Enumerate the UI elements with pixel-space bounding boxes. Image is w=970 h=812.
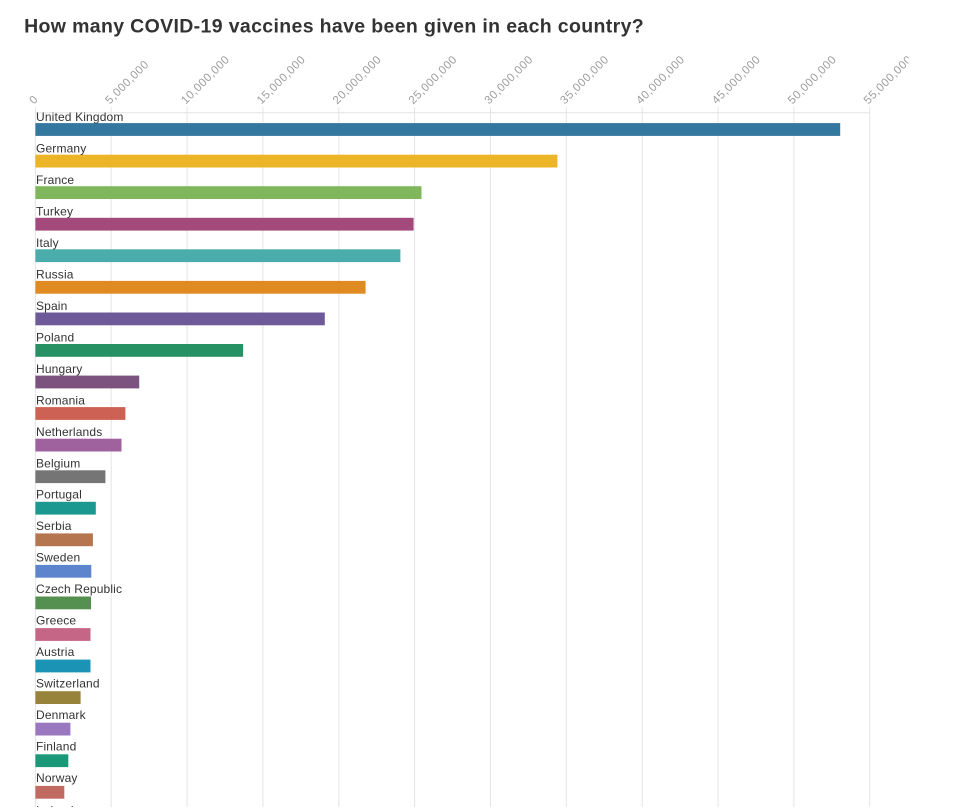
svg-text:Sweden: Sweden <box>36 551 80 565</box>
svg-text:Belgium: Belgium <box>36 456 80 470</box>
svg-text:Portugal: Portugal <box>36 488 82 502</box>
svg-text:Germany: Germany <box>36 142 86 156</box>
svg-text:Spain: Spain <box>36 299 67 313</box>
svg-text:Russia: Russia <box>36 267 74 281</box>
svg-text:Austria: Austria <box>36 645 75 659</box>
svg-text:Italy: Italy <box>36 236 59 250</box>
svg-text:Hungary: Hungary <box>36 362 82 376</box>
svg-text:Romania: Romania <box>36 393 85 407</box>
svg-text:United Kingdom: United Kingdom <box>36 110 123 124</box>
svg-text:Switzerland: Switzerland <box>36 677 100 691</box>
svg-text:Poland: Poland <box>36 330 74 344</box>
svg-text:Netherlands: Netherlands <box>36 425 102 439</box>
svg-text:France: France <box>36 173 74 187</box>
svg-text:Serbia: Serbia <box>36 519 72 533</box>
svg-text:Finland: Finland <box>36 740 76 754</box>
svg-text:Denmark: Denmark <box>36 708 87 722</box>
svg-text:Ireland: Ireland <box>36 804 74 807</box>
svg-text:Greece: Greece <box>36 614 76 628</box>
svg-text:Norway: Norway <box>36 771 78 785</box>
svg-text:Turkey: Turkey <box>36 205 73 219</box>
svg-text:Czech Republic: Czech Republic <box>36 582 122 596</box>
svg-text:How many COVID-19 vaccines hav: How many COVID-19 vaccines have been giv… <box>24 15 644 37</box>
